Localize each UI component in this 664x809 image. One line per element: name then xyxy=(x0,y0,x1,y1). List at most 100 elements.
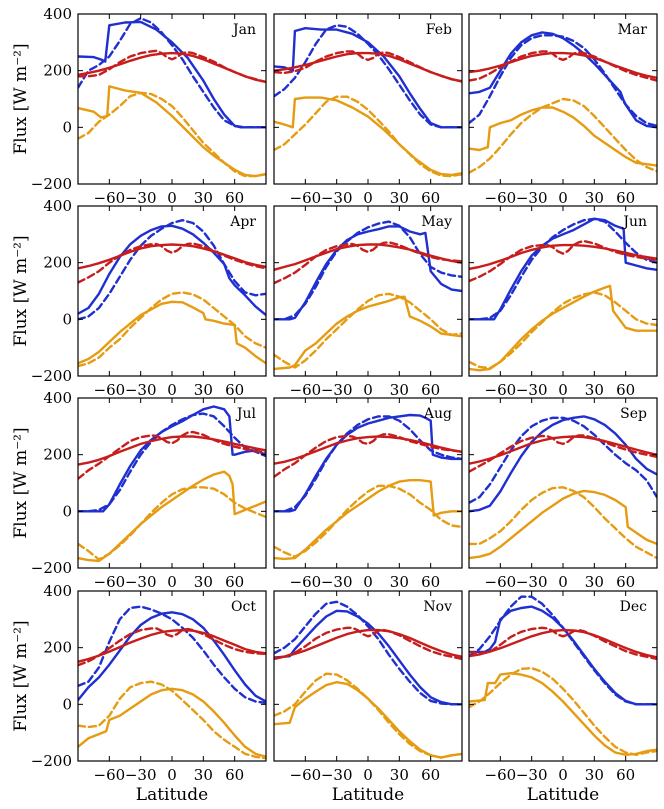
month-label: Nov xyxy=(423,599,452,615)
series-net-obs-line xyxy=(469,291,657,370)
x-tick-label: 30 xyxy=(194,766,213,784)
x-tick-label: 30 xyxy=(585,766,604,784)
series-net-obs-line xyxy=(78,680,266,760)
x-tick-label: −30 xyxy=(516,189,548,207)
y-tick-label: 0 xyxy=(62,118,72,136)
x-tick-label: −60 xyxy=(485,189,517,207)
series-group xyxy=(274,600,462,759)
x-tick-label: 60 xyxy=(421,189,440,207)
x-tick-label: 30 xyxy=(585,381,604,399)
x-tick-label: −30 xyxy=(125,766,157,784)
panel-frame xyxy=(468,397,658,569)
month-label: Dec xyxy=(620,599,648,615)
series-sw-model-line xyxy=(78,224,266,317)
series-sw-obs-line xyxy=(469,34,657,128)
panel-frame xyxy=(77,13,267,185)
x-tick-label: 30 xyxy=(390,573,409,591)
series-net-obs-line xyxy=(78,91,266,178)
series-group xyxy=(78,17,266,178)
series-net-model-line xyxy=(469,284,657,372)
x-tick-label: −60 xyxy=(290,381,322,399)
x-tick-label: 60 xyxy=(225,381,244,399)
x-tick-label: 0 xyxy=(558,189,568,207)
series-group xyxy=(469,415,657,560)
series-group xyxy=(78,605,266,760)
y-tick-label: 0 xyxy=(62,502,72,520)
x-tick-label: −60 xyxy=(290,766,322,784)
panel-frame xyxy=(468,590,658,762)
y-axis-title: Flux [W m⁻²] xyxy=(11,620,31,731)
month-label: Sep xyxy=(620,406,647,422)
series-olr-obs-line xyxy=(469,434,657,473)
x-tick-label: −30 xyxy=(516,766,548,784)
panel-jun: −60 −30 0 30 60 Jun xyxy=(468,205,658,399)
series-sw-obs-line xyxy=(274,24,462,129)
series-olr-obs-line xyxy=(469,239,657,283)
month-label: Mar xyxy=(618,22,648,38)
series-sw-model-line xyxy=(274,413,462,513)
x-tick-label: 60 xyxy=(421,766,440,784)
series-sw-obs-line xyxy=(78,17,266,129)
y-tick-label: 400 xyxy=(43,582,72,600)
series-net-model-line xyxy=(78,470,266,563)
x-tick-label: 60 xyxy=(616,573,635,591)
series-net-model-line xyxy=(78,85,266,178)
x-tick-label: 0 xyxy=(167,189,177,207)
x-tick-label: −60 xyxy=(485,766,517,784)
series-sw-obs-line xyxy=(274,220,462,321)
x-tick-label: −30 xyxy=(321,573,353,591)
series-sw-obs-line xyxy=(274,600,462,706)
x-tick-label: −30 xyxy=(125,381,157,399)
x-tick-label: −60 xyxy=(94,189,126,207)
x-axis-title: Latitude xyxy=(136,785,208,805)
series-sw-model-line xyxy=(274,609,462,706)
x-tick-label: 30 xyxy=(585,189,604,207)
month-label: May xyxy=(421,214,452,230)
series-sw-obs-line xyxy=(78,219,266,321)
panel-jan: −60 −30 0 30 60 −200 0 200 400 Jan xyxy=(31,5,267,207)
panel-sep: −60 −30 0 30 60 Sep xyxy=(468,397,658,591)
series-net-model-line xyxy=(274,479,462,561)
x-tick-label: 30 xyxy=(390,766,409,784)
series-olr-obs-line xyxy=(274,50,462,83)
y-tick-label: 200 xyxy=(43,639,72,657)
panel-feb: −60 −30 0 30 60 Feb xyxy=(273,13,463,207)
series-net-obs-line xyxy=(78,291,266,368)
series-group xyxy=(78,219,266,368)
x-tick-label: −60 xyxy=(94,573,126,591)
series-net-obs-line xyxy=(274,484,462,558)
y-tick-label: 400 xyxy=(43,197,72,215)
x-tick-label: 0 xyxy=(363,189,373,207)
series-group xyxy=(469,595,657,756)
series-net-model-line xyxy=(78,300,266,365)
y-tick-label: −200 xyxy=(31,367,72,385)
series-net-obs-line xyxy=(469,97,657,174)
series-olr-model-line xyxy=(274,628,462,660)
series-net-obs-line xyxy=(274,672,462,759)
y-axis-title: Flux [W m⁻²] xyxy=(11,43,31,154)
series-net-model-line xyxy=(469,106,657,167)
x-tick-label: 30 xyxy=(390,381,409,399)
x-tick-label: 0 xyxy=(363,381,373,399)
x-tick-label: 0 xyxy=(167,573,177,591)
y-tick-label: −200 xyxy=(31,752,72,770)
series-sw-model-line xyxy=(469,415,657,513)
x-tick-label: 30 xyxy=(390,189,409,207)
month-label: Apr xyxy=(229,214,256,230)
series-olr-model-line xyxy=(274,243,462,271)
x-tick-label: 60 xyxy=(616,766,635,784)
x-tick-label: −60 xyxy=(485,573,517,591)
x-tick-label: 60 xyxy=(421,573,440,591)
series-group xyxy=(274,220,462,371)
x-tick-label: −30 xyxy=(516,573,548,591)
y-tick-label: −200 xyxy=(31,175,72,193)
x-tick-label: 0 xyxy=(558,381,568,399)
panel-dec: −60 −30 0 30 60 Dec xyxy=(468,590,658,784)
series-net-obs-line xyxy=(469,486,657,560)
series-net-model-line xyxy=(78,687,266,758)
panel-apr: −60 −30 0 30 60 −200 0 200 400 Apr xyxy=(31,197,267,399)
series-group xyxy=(78,405,266,563)
series-group xyxy=(274,413,462,561)
series-sw-model-line xyxy=(469,217,657,321)
